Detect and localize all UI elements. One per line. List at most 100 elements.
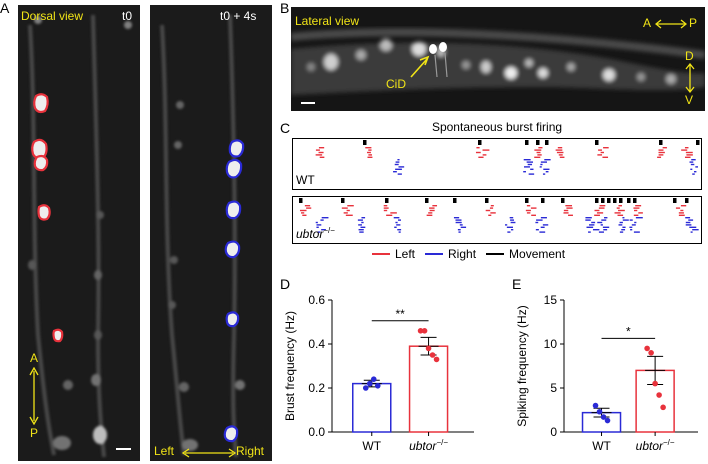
panel-label-e: E (512, 276, 522, 292)
left-spike-mark (684, 156, 691, 158)
y-tick-label: 0.4 (308, 337, 325, 351)
ap-double-arrow-icon (655, 19, 687, 29)
left-spike-mark (614, 212, 621, 214)
left-spike-mark (526, 212, 531, 214)
right-spike-mark (535, 221, 539, 224)
cid-pointer-arrow (410, 58, 428, 78)
data-point (604, 417, 611, 424)
right-spike-mark (528, 173, 535, 175)
left-spike-mark (530, 207, 537, 209)
chart-spiking-frequency: 0 5 10 15 Spiking frequency (Hz) WT ubtor−/− * (516, 293, 698, 453)
movement-mark (525, 140, 529, 145)
right-spike-mark (360, 226, 366, 228)
left-spike-mark (658, 149, 664, 151)
left-spike-mark (489, 207, 494, 209)
data-point (600, 414, 607, 420)
right-spike-mark (602, 226, 610, 228)
left-spike-mark (681, 149, 688, 151)
left-spike-mark (633, 207, 640, 209)
left-spike-mark (383, 205, 388, 207)
right-spike-mark (457, 229, 461, 231)
movement-mark (545, 140, 549, 145)
dorsal-image-t0-4s: t0 + 4s Left Right (150, 5, 272, 461)
left-spike-mark (678, 212, 684, 214)
right-spike-mark (357, 219, 363, 221)
right-spike-mark (622, 219, 629, 221)
scale-bar (116, 448, 131, 450)
movement-mark (478, 140, 482, 145)
right-spike-mark (692, 229, 699, 231)
left-spike-mark (657, 156, 662, 158)
left-spike-mark (618, 209, 625, 212)
right-spike-mark (397, 173, 402, 175)
panel-label-a: A (0, 0, 10, 16)
right-spike-mark (526, 161, 534, 163)
right-spike-mark (542, 173, 546, 175)
left-spike-mark (318, 147, 325, 149)
left-spike-mark (556, 151, 564, 154)
movement-mark (385, 198, 389, 203)
left-spike-mark (563, 212, 569, 214)
right-direction-label: Right (236, 444, 265, 458)
left-spike-mark (301, 212, 305, 214)
legend-item-left: Left (372, 247, 415, 261)
raster-ubtor-plot (299, 198, 699, 233)
panel-label-d: D (280, 276, 291, 292)
left-spike-mark (485, 209, 491, 212)
left-spike-mark (658, 154, 664, 156)
left-spike-mark (475, 151, 481, 154)
lateral-view-title: Lateral view (295, 14, 360, 28)
axis-label-posterior: P (30, 426, 39, 440)
left-spike-mark (531, 214, 536, 216)
left-spike-mark (558, 154, 563, 156)
right-spike-mark (695, 166, 699, 168)
right-spike-mark (629, 219, 633, 221)
left-spike-mark (675, 207, 681, 209)
right-spike-mark (619, 231, 624, 233)
left-spike-mark (426, 214, 433, 216)
data-point (362, 385, 369, 391)
y-tick-label: 5 (550, 381, 557, 395)
data-point (592, 402, 599, 409)
movement-mark (619, 198, 623, 203)
data-point (660, 404, 666, 411)
y-tick-label: 15 (544, 293, 558, 307)
right-spike-mark (460, 226, 467, 228)
right-spike-mark (523, 159, 531, 161)
right-spike-mark (361, 221, 364, 224)
raster-title: Spontaneous burst firing (431, 120, 563, 134)
right-spike-mark (540, 217, 547, 219)
legend-swatch-left (372, 253, 390, 255)
right-spike-mark (393, 171, 397, 173)
left-spike-mark (345, 214, 353, 216)
data-point (648, 350, 654, 356)
movement-mark (607, 198, 611, 203)
left-spike-mark (386, 214, 393, 216)
left-spike-mark (565, 205, 573, 207)
time-label-t0: t0 (122, 9, 133, 23)
left-spike-mark (476, 147, 480, 149)
movement-mark (696, 140, 700, 145)
chart-brust-frequency: 0.0 0.2 0.4 0.6 Brust frequency (Hz) WT ubtor−… (284, 293, 474, 453)
y-tick-label: 0.0 (308, 425, 325, 439)
right-spike-mark (453, 217, 460, 219)
data-point (429, 352, 436, 358)
right-spike-mark (690, 168, 693, 170)
raster-ubtor-label-sup: −/− (323, 226, 335, 235)
cid-label: CiD (386, 77, 406, 91)
x-tick-label: WT (592, 439, 611, 453)
left-spike-mark (685, 151, 693, 154)
right-spike-mark (398, 166, 405, 168)
right-spike-mark (601, 219, 607, 221)
left-spike-mark (596, 212, 604, 214)
right-spike-mark (630, 229, 633, 231)
left-spike-mark (526, 205, 531, 207)
right-spike-mark (315, 221, 318, 224)
right-spike-mark (544, 159, 551, 161)
left-spike-mark (315, 154, 323, 156)
data-point (425, 345, 432, 352)
left-spike-mark (566, 207, 573, 209)
right-spike-mark (395, 161, 400, 163)
right-spike-mark (619, 221, 623, 224)
dorsal-image-t4-content (160, 14, 245, 458)
